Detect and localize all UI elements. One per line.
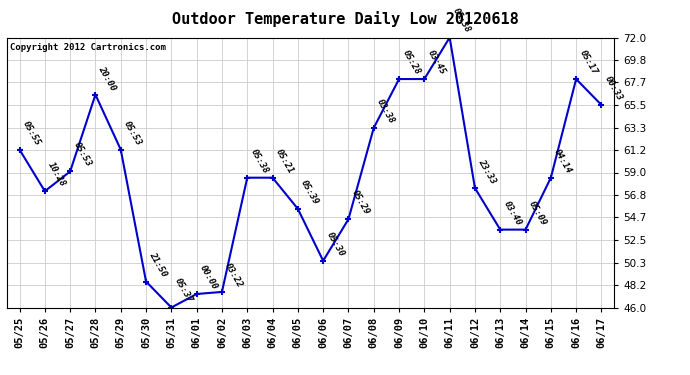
- Text: 00:00: 00:00: [198, 264, 219, 291]
- Text: 05:17: 05:17: [578, 48, 599, 76]
- Text: 05:55: 05:55: [21, 119, 42, 147]
- Text: 04:14: 04:14: [552, 147, 573, 175]
- Text: 10:28: 10:28: [46, 160, 68, 188]
- Text: 05:38: 05:38: [248, 147, 270, 175]
- Text: 03:40: 03:40: [502, 199, 523, 227]
- Text: 05:37: 05:37: [172, 277, 194, 305]
- Text: 03:22: 03:22: [224, 261, 244, 289]
- Text: 03:45: 03:45: [426, 48, 447, 76]
- Text: 05:53: 05:53: [72, 141, 92, 169]
- Text: 05:30: 05:30: [324, 230, 346, 258]
- Text: 05:39: 05:39: [299, 178, 320, 206]
- Text: 05:29: 05:29: [350, 189, 371, 216]
- Text: 00:33: 00:33: [603, 75, 624, 102]
- Text: 21:50: 21:50: [148, 251, 168, 279]
- Text: 05:09: 05:09: [527, 199, 548, 227]
- Text: 20:00: 20:00: [97, 64, 118, 92]
- Text: 03:38: 03:38: [375, 97, 396, 125]
- Text: Copyright 2012 Cartronics.com: Copyright 2012 Cartronics.com: [10, 43, 166, 52]
- Text: 05:21: 05:21: [274, 147, 295, 175]
- Text: Outdoor Temperature Daily Low 20120618: Outdoor Temperature Daily Low 20120618: [172, 11, 518, 27]
- Text: 05:28: 05:28: [400, 48, 422, 76]
- Text: 23:33: 23:33: [476, 158, 497, 185]
- Text: 05:53: 05:53: [122, 119, 144, 147]
- Text: 05:38: 05:38: [451, 7, 472, 35]
